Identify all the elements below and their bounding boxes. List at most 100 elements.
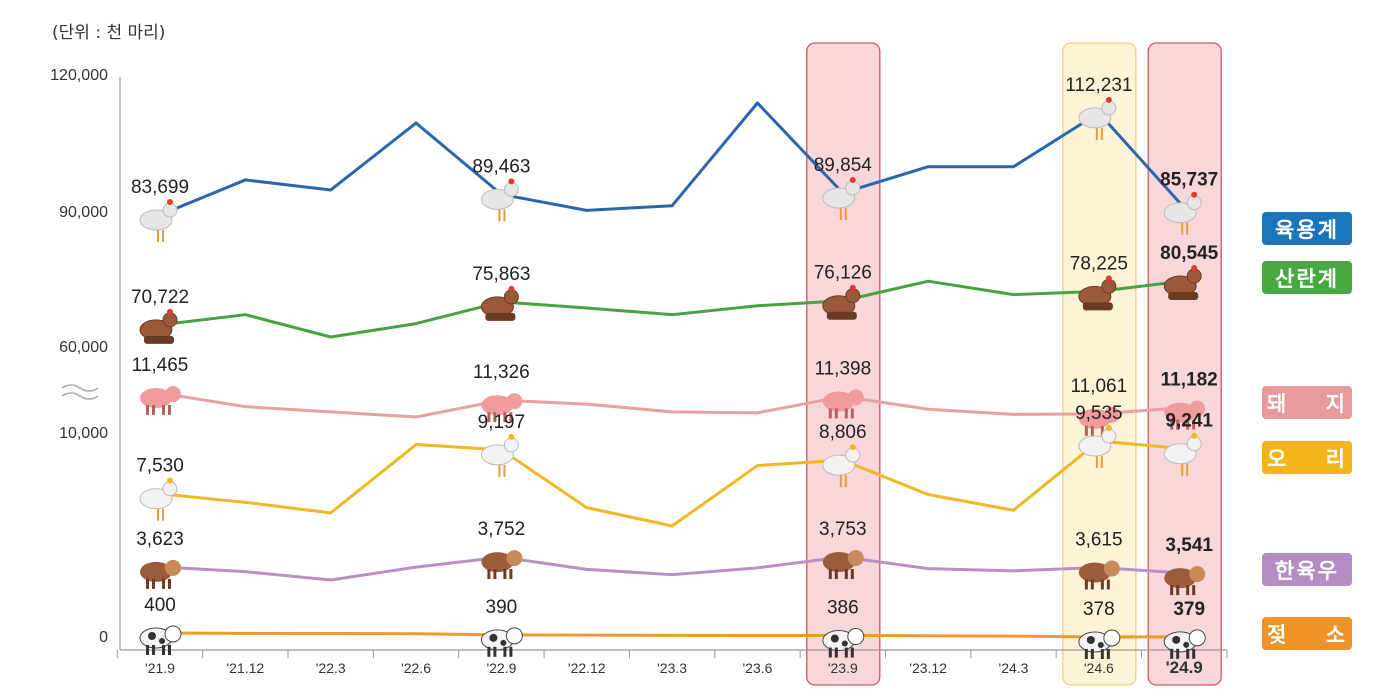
data-point (585, 402, 589, 406)
data-label: 9,197 (478, 412, 526, 433)
legend-item: 젖 소 (1262, 617, 1352, 650)
data-point (414, 415, 418, 419)
cow-icon (481, 550, 523, 580)
data-label: 85,737 (1160, 170, 1218, 191)
broiler-chicken-icon (480, 178, 519, 222)
data-label: 76,126 (814, 263, 872, 284)
pig-icon (140, 386, 181, 415)
legend-item: 산란계 (1262, 261, 1352, 294)
laying-hen-icon (139, 308, 178, 344)
data-label: 8,806 (819, 422, 867, 443)
x-tick-label: '22.6 (401, 660, 431, 676)
data-point (243, 631, 247, 635)
data-point (585, 567, 589, 571)
pig-icon (822, 389, 864, 419)
data-point (670, 313, 674, 317)
x-tick-label: '22.12 (568, 660, 606, 676)
series-line (159, 279, 1185, 339)
data-point (243, 500, 247, 504)
x-tick-label: '22.9 (486, 660, 516, 676)
highlight-box (1062, 42, 1137, 686)
data-label: 3,752 (478, 519, 526, 540)
data-label: 11,061 (1070, 376, 1127, 397)
data-point (585, 306, 589, 310)
data-point (670, 410, 674, 414)
series-line (159, 555, 1185, 582)
data-label: 75,863 (472, 264, 530, 285)
data-label: 3,615 (1075, 529, 1123, 550)
data-label: 83,699 (131, 177, 189, 198)
data-point (1012, 293, 1015, 297)
legend-item: 돼 지 (1262, 386, 1352, 419)
data-label: 400 (144, 595, 176, 616)
data-point (329, 632, 333, 636)
pig-icon (481, 393, 523, 423)
y-tick-label: 10,000 (59, 425, 108, 442)
data-label: 11,465 (132, 355, 189, 376)
x-tick-label: '23.12 (909, 660, 947, 676)
data-point (926, 165, 930, 169)
duck-icon (139, 477, 178, 521)
data-label: 3,623 (136, 529, 184, 550)
data-point (926, 567, 930, 571)
x-tick-label: '23.3 (657, 660, 687, 676)
legend-item: 한육우 (1262, 553, 1352, 586)
y-tick-label: 90,000 (59, 204, 108, 221)
dairy-cow-icon (480, 627, 523, 657)
laying-hen-icon (1163, 265, 1202, 300)
data-point (670, 524, 674, 528)
data-label: 112,231 (1065, 75, 1132, 96)
broiler-chicken-icon (822, 176, 861, 220)
data-label: 390 (486, 597, 518, 618)
data-label: 379 (1173, 599, 1205, 620)
data-point (243, 313, 247, 317)
series-line (159, 101, 1186, 217)
broiler-chicken-icon (1078, 96, 1117, 140)
data-label: 3,541 (1165, 535, 1213, 556)
x-tick-label: '24.6 (1084, 660, 1114, 676)
duck-icon (480, 433, 519, 477)
data-point (329, 188, 333, 192)
laying-hen-icon (480, 285, 519, 321)
y-tick-label: 60,000 (59, 339, 108, 356)
data-point (670, 633, 674, 637)
cow-icon (140, 559, 181, 589)
data-point (1012, 165, 1015, 169)
data-point (329, 410, 333, 414)
x-tick-label: '24.3 (999, 660, 1029, 676)
x-tick-label: '21.12 (226, 660, 264, 676)
y-tick-label: 120,000 (50, 67, 108, 84)
data-label: 378 (1083, 599, 1115, 620)
dairy-cow-icon (822, 628, 865, 658)
axis-break-icon (61, 384, 99, 400)
duck-icon (1163, 432, 1202, 476)
data-point (243, 178, 247, 182)
cow-icon (1078, 560, 1120, 590)
data-point (755, 101, 759, 105)
laying-hen-icon (1078, 275, 1117, 311)
series-line (159, 439, 1185, 528)
dairy-cow-icon (139, 625, 182, 655)
data-point (926, 407, 930, 411)
data-point (414, 322, 418, 326)
data-label: 386 (827, 598, 859, 619)
data-point (670, 204, 674, 208)
data-point (329, 511, 333, 515)
legend-item: 오 리 (1262, 441, 1352, 474)
data-point (755, 304, 759, 308)
data-point (670, 573, 674, 577)
cow-icon (822, 550, 864, 579)
x-tick-label: '22.3 (316, 660, 346, 676)
unit-label: (단위 : 천 마리) (52, 23, 166, 43)
data-point (585, 506, 589, 510)
data-label: 7,530 (136, 456, 184, 477)
broiler-chicken-icon (1163, 191, 1202, 235)
broiler-chicken-icon (139, 199, 178, 242)
data-point (1012, 569, 1015, 573)
data-point (243, 405, 247, 409)
data-label: 89,463 (472, 156, 530, 177)
y-tick-label: 0 (99, 629, 108, 646)
data-point (1012, 508, 1015, 512)
dairy-cow-icon (1078, 629, 1121, 659)
